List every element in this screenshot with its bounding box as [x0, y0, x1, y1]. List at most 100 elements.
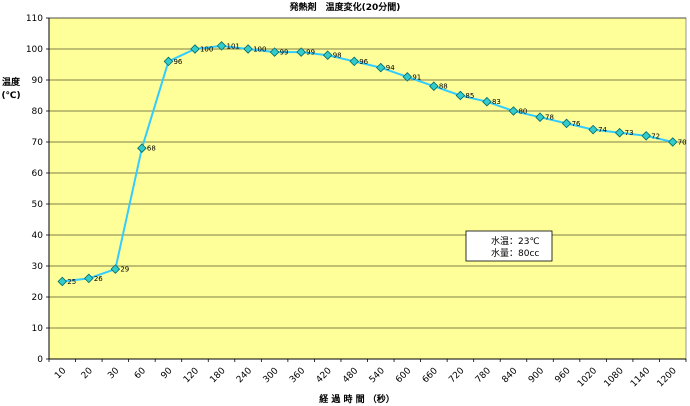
data-point	[57, 276, 68, 287]
data-point	[137, 143, 147, 153]
data-point	[614, 127, 625, 138]
x-tick-label: 540	[368, 366, 387, 385]
data-point	[110, 264, 121, 274]
y-tick-label: 0	[37, 355, 43, 365]
data-label: 88	[439, 83, 448, 91]
y-tick-label: 110	[26, 14, 43, 24]
plot-area	[48, 17, 687, 360]
data-point	[349, 56, 359, 67]
y-tick-label: 30	[32, 262, 44, 272]
annotation-line2: 水量：80cc	[491, 247, 539, 259]
data-label: 100	[200, 46, 213, 54]
data-label: 85	[465, 92, 474, 100]
data-label: 99	[306, 49, 315, 57]
data-label: 83	[492, 98, 501, 106]
data-label: 68	[147, 145, 156, 153]
data-label: 101	[227, 42, 240, 50]
x-tick-label: 900	[527, 366, 546, 385]
x-tick-label: 780	[474, 366, 493, 385]
y-tick-label: 60	[32, 169, 44, 179]
data-labels: 25 26 29 68 96 100 101 100 99 99 98 96 94 91 88 85 83 80 7…	[67, 42, 686, 286]
y-axis-title-line1: 温度	[2, 76, 21, 88]
x-tick-label: 1200	[656, 366, 679, 389]
data-point	[190, 44, 200, 54]
data-point	[455, 90, 466, 101]
data-point	[588, 124, 598, 135]
data-markers	[57, 41, 678, 287]
data-point	[508, 106, 519, 116]
data-label: 25	[67, 278, 76, 286]
chart-title: 発熱剤 温度変化(20分間)	[289, 1, 401, 13]
x-tick-label: 840	[500, 366, 519, 385]
y-axis-title-line2: (℃)	[1, 91, 20, 101]
x-tick-label: 60	[133, 366, 148, 381]
series-line	[62, 44, 673, 283]
data-label: 73	[625, 129, 634, 137]
x-tick-label: 300	[262, 366, 281, 385]
data-label: 76	[572, 120, 581, 128]
x-tick-label: 480	[341, 366, 360, 385]
data-point	[296, 47, 306, 57]
annotation-box: 水温：23℃ 水量：80cc	[465, 230, 553, 262]
y-tick-label: 100	[26, 45, 43, 55]
x-axis-title: 経 過 時 間 （秒）	[319, 393, 395, 405]
x-tick-label: 10	[53, 366, 68, 381]
data-label: 96	[173, 58, 182, 66]
x-tick-label: 120	[182, 366, 201, 385]
data-point	[84, 273, 94, 284]
y-tick-label: 50	[32, 200, 44, 210]
data-point	[269, 47, 280, 57]
data-point	[243, 44, 253, 54]
x-tick-label: 1020	[576, 366, 599, 389]
data-point	[535, 112, 545, 122]
x-tick-label: 1080	[602, 366, 625, 389]
data-label: 91	[412, 73, 421, 81]
y-tick-label: 80	[32, 107, 44, 117]
y-tick-labels: 0 10 20 30 40 50 60 70 80 90 100 110	[26, 14, 43, 365]
data-label: 70	[678, 139, 687, 147]
data-label: 99	[280, 49, 289, 57]
annotation-line1: 水温：23℃	[491, 235, 540, 247]
y-tick-label: 40	[32, 231, 44, 241]
axes	[48, 18, 687, 362]
data-label: 80	[518, 108, 527, 116]
data-point	[376, 62, 386, 73]
x-tick-label: 600	[394, 366, 413, 385]
data-label: 74	[598, 126, 607, 134]
x-tick-labels: 10 20 30 60 90 120 180 240 300 360 420 480 540 600 660…	[53, 366, 679, 389]
data-label: 29	[120, 266, 129, 274]
data-label: 96	[359, 58, 368, 66]
x-tick-label: 30	[106, 366, 121, 381]
data-label: 94	[386, 64, 395, 72]
data-label: 26	[94, 275, 103, 283]
y-tick-label: 70	[32, 138, 44, 148]
y-tick-label: 90	[32, 76, 44, 86]
x-tick-label: 20	[80, 366, 95, 381]
x-tick-label: 240	[235, 366, 254, 385]
data-point	[429, 81, 439, 91]
data-point	[163, 56, 174, 67]
y-tick-label: 20	[32, 293, 44, 303]
data-point	[216, 41, 227, 51]
x-tick-label: 1140	[629, 366, 652, 389]
x-tick-label: 720	[447, 366, 466, 385]
x-tick-label: 960	[553, 366, 572, 385]
data-point	[641, 131, 651, 141]
data-label: 100	[253, 46, 266, 54]
data-point	[667, 137, 678, 147]
x-tick-label: 360	[288, 366, 307, 385]
x-tick-label: 90	[159, 366, 174, 381]
data-label: 78	[545, 114, 554, 122]
data-label: 98	[333, 52, 342, 60]
x-tick-label: 660	[421, 366, 440, 385]
data-point	[322, 50, 333, 60]
x-tick-label: 420	[315, 366, 334, 385]
data-point	[561, 118, 572, 129]
data-point	[482, 96, 492, 107]
data-point	[402, 72, 413, 82]
data-label: 72	[651, 132, 660, 140]
gridlines	[46, 17, 686, 360]
x-tick-label: 180	[208, 366, 227, 385]
y-tick-label: 10	[32, 324, 44, 334]
